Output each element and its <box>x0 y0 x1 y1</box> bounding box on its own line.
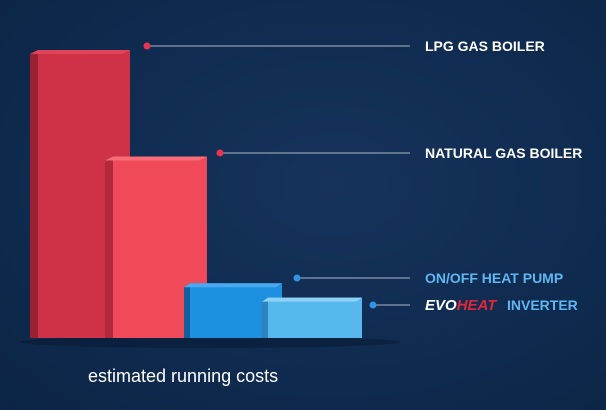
bar-top-1 <box>30 50 130 54</box>
bar-top-3 <box>184 283 282 288</box>
category-label-3: ON/OFF HEAT PUMP <box>425 270 563 286</box>
leader-dot-4 <box>369 301 377 309</box>
bar-4 <box>268 297 362 338</box>
x-axis-label: estimated running costs <box>88 366 278 386</box>
category-label-2: NATURAL GAS BOILER <box>425 145 582 161</box>
leader-dot-3 <box>293 274 301 282</box>
category-label-1: LPG GAS BOILER <box>425 38 545 54</box>
bar-top-2 <box>105 156 207 161</box>
bar-side-2 <box>105 156 113 338</box>
leader-dot-2 <box>216 149 224 157</box>
bar-side-4 <box>262 297 268 338</box>
label-inverter: INVERTER <box>507 297 578 313</box>
leader-dot-1 <box>143 42 151 50</box>
bar-top-4 <box>262 297 362 302</box>
evoheat-logo: EVOHEAT <box>425 297 498 314</box>
bar-side-1 <box>30 50 38 338</box>
floor-shadow <box>20 336 400 348</box>
bar-side-3 <box>184 283 190 338</box>
